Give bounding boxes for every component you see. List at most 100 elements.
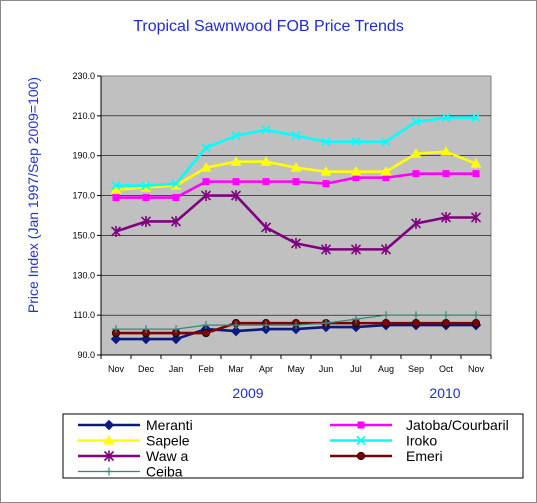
legend-item-emeri: Emeri <box>330 448 443 464</box>
data-point-ceiba <box>172 325 180 334</box>
x-tick-label: Sep <box>408 364 424 374</box>
data-point-ceiba <box>472 311 480 320</box>
legend-label-ceiba: Ceiba <box>146 464 183 480</box>
data-point-iroko <box>291 131 301 141</box>
data-point-sapele <box>200 162 212 172</box>
x-tick-label: Aug <box>378 364 394 374</box>
legend-marker-iroko <box>356 435 366 446</box>
data-point-waw-a <box>290 237 302 249</box>
data-point-meranti <box>230 325 242 337</box>
data-point-waw-a <box>110 225 122 237</box>
data-point-emeri <box>441 319 451 328</box>
x-tick-label: Feb <box>198 364 214 374</box>
legend-label-iroko: Iroko <box>406 433 437 449</box>
data-point-emeri <box>201 328 211 338</box>
data-point-jatoba-courbaril <box>322 180 330 188</box>
y-tick-label: 110.0 <box>73 310 95 320</box>
legend-item-sapele: Sapele <box>78 433 190 449</box>
data-point-sapele <box>110 184 122 194</box>
data-point-iroko <box>411 117 421 127</box>
data-point-ceiba <box>142 325 150 334</box>
x-tick-label: Mar <box>228 364 244 374</box>
data-point-emeri <box>381 319 391 328</box>
y-tick-label: 130.0 <box>72 270 95 280</box>
data-point-jatoba-courbaril <box>232 178 240 186</box>
data-point-waw-a <box>260 221 272 233</box>
legend-marker-waw-a <box>103 450 115 462</box>
year-label: 2009 <box>232 385 263 401</box>
x-tick-label: May <box>287 364 305 374</box>
data-point-sapele <box>350 166 362 176</box>
data-point-waw-a <box>470 211 482 223</box>
data-point-waw-a <box>140 215 152 227</box>
data-point-meranti <box>140 333 152 345</box>
data-point-waw-a <box>350 243 362 255</box>
data-point-iroko <box>231 131 241 141</box>
data-point-ceiba <box>112 325 120 334</box>
data-point-meranti <box>170 333 182 345</box>
data-point-jatoba-courbaril <box>472 170 480 178</box>
series-waw-a <box>110 190 482 255</box>
plot-area <box>100 75 492 356</box>
data-point-iroko <box>471 113 481 123</box>
data-point-sapele <box>230 156 242 166</box>
x-tick-label: Dec <box>138 364 155 374</box>
legend-label-emeri: Emeri <box>406 448 443 464</box>
data-point-ceiba <box>292 321 300 330</box>
data-point-ceiba <box>352 315 360 324</box>
data-point-ceiba <box>442 311 450 320</box>
x-tick-label: Jul <box>350 364 362 374</box>
data-point-ceiba <box>322 319 330 328</box>
data-point-jatoba-courbaril <box>442 170 450 178</box>
year-label: 2010 <box>429 385 460 401</box>
legend-item-iroko: Iroko <box>330 433 437 449</box>
legend-item-waw-a: Waw a <box>78 448 188 464</box>
data-point-waw-a <box>320 243 332 255</box>
legend-item-ceiba: Ceiba <box>78 464 183 480</box>
x-tick-label: Nov <box>108 364 125 374</box>
data-point-waw-a <box>200 190 212 202</box>
data-point-ceiba <box>232 321 240 330</box>
data-point-jatoba-courbaril <box>382 174 390 182</box>
data-point-waw-a <box>230 190 242 202</box>
y-tick-label: 210.0 <box>72 111 95 121</box>
y-tick-label: 230.0 <box>72 71 95 81</box>
data-point-iroko <box>111 181 121 191</box>
data-point-jatoba-courbaril <box>262 178 270 186</box>
data-point-emeri <box>471 319 481 328</box>
data-point-sapele <box>470 158 482 168</box>
x-tick-label: Jan <box>169 364 184 374</box>
x-tick-label: Nov <box>468 364 485 374</box>
data-point-iroko <box>171 179 181 189</box>
data-point-iroko <box>351 137 361 147</box>
data-point-waw-a <box>410 217 422 229</box>
data-point-jatoba-courbaril <box>142 194 150 202</box>
data-point-ceiba <box>412 311 420 320</box>
data-point-waw-a <box>170 215 182 227</box>
legend-label-meranti: Meranti <box>146 417 193 433</box>
series-iroko <box>111 113 481 191</box>
data-point-iroko <box>201 143 211 153</box>
data-point-ceiba <box>262 321 270 330</box>
legend-marker-sapele <box>103 435 115 445</box>
legend-label-waw-a: Waw a <box>146 448 188 464</box>
data-point-jatoba-courbaril <box>352 174 360 182</box>
legend-marker-jatoba-courbaril <box>357 421 365 429</box>
series-ceiba <box>112 311 480 334</box>
data-point-sapele <box>410 148 422 158</box>
y-tick-label: 170.0 <box>72 191 95 201</box>
data-point-waw-a <box>380 243 392 255</box>
data-point-iroko <box>261 125 271 135</box>
legend-label-sapele: Sapele <box>146 433 190 449</box>
legend-marker-ceiba <box>105 467 113 476</box>
data-point-iroko <box>321 137 331 147</box>
x-tick-label: Jun <box>319 364 334 374</box>
data-point-sapele <box>290 162 302 172</box>
data-point-jatoba-courbaril <box>172 194 180 202</box>
data-point-waw-a <box>440 211 452 223</box>
data-point-jatoba-courbaril <box>202 178 210 186</box>
data-point-emeri <box>411 319 421 328</box>
data-point-iroko <box>141 181 151 191</box>
chart-title: Tropical Sawnwood FOB Price Trends <box>133 18 404 35</box>
